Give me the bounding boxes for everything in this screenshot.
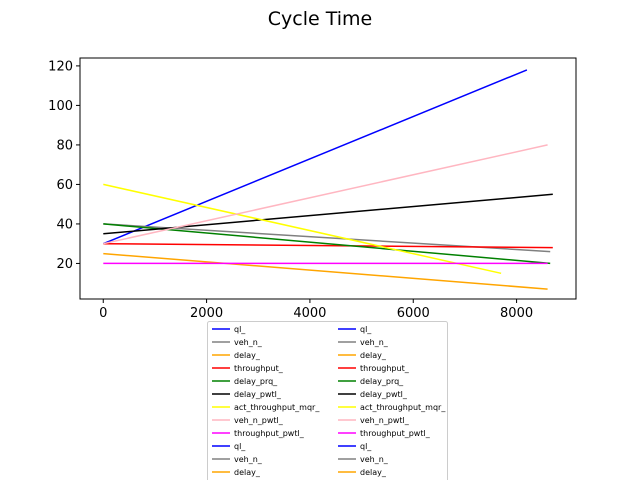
legend-label: ql_: [360, 442, 372, 451]
legend-label: delay_: [360, 351, 387, 360]
x-tick-label: 8000: [500, 306, 533, 321]
x-tick-label: 4000: [293, 306, 326, 321]
legend-label: veh_n_: [234, 455, 263, 464]
legend-label: ql_: [360, 325, 372, 334]
legend-label: veh_n_: [360, 455, 389, 464]
y-tick-label: 60: [56, 178, 73, 193]
y-tick-label: 20: [56, 257, 73, 272]
legend-label: throughput_pwtl_: [360, 429, 431, 438]
legend-label: veh_n_pwtl_: [360, 416, 410, 425]
legend-label: delay_prq_: [234, 377, 278, 386]
series-line-0: [103, 69, 528, 245]
legend-label: delay_pwtl_: [360, 390, 408, 399]
plot-frame: [79, 57, 577, 300]
y-tick-label: 120: [48, 59, 73, 74]
x-axis: 0 2000 4000 6000 8000: [99, 299, 533, 321]
legend-label: delay_: [234, 351, 261, 360]
series-line-2: [103, 252, 548, 290]
legend-label: act_throughput_mqr_: [360, 403, 446, 412]
legend-label: act_throughput_mqr_: [234, 403, 320, 412]
legend-label: veh_n_: [234, 338, 263, 347]
x-tick-label: 6000: [397, 306, 430, 321]
legend-label: veh_n_pwtl_: [234, 416, 284, 425]
series-line-3: [103, 242, 553, 249]
series-line-6: [103, 183, 502, 275]
y-axis: 20 40 60 80 100 120: [48, 59, 80, 272]
y-tick-label: 80: [56, 138, 73, 153]
legend-label: ql_: [234, 325, 246, 334]
legend-label: throughput_pwtl_: [234, 429, 305, 438]
legend-label: throughput_: [360, 364, 410, 373]
x-tick-label: 2000: [190, 306, 223, 321]
chart-title: Cycle Time: [268, 8, 372, 30]
y-tick-label: 100: [48, 99, 73, 114]
y-tick-label: 40: [56, 217, 73, 232]
series-layer: [103, 69, 553, 290]
legend-label: throughput_: [234, 364, 284, 373]
legend-label: delay_: [234, 468, 261, 477]
legend-label: delay_prq_: [360, 377, 404, 386]
legend: ql_veh_n_delay_throughput_delay_prq_dela…: [207, 321, 448, 480]
x-tick-label: 0: [99, 306, 107, 321]
legend-label: veh_n_: [360, 338, 389, 347]
legend-box: [207, 321, 448, 480]
legend-label: ql_: [234, 442, 246, 451]
legend-label: delay_pwtl_: [234, 390, 282, 399]
legend-label: delay_: [360, 468, 387, 477]
series-line-7: [103, 144, 548, 245]
series-line-4: [103, 223, 551, 265]
